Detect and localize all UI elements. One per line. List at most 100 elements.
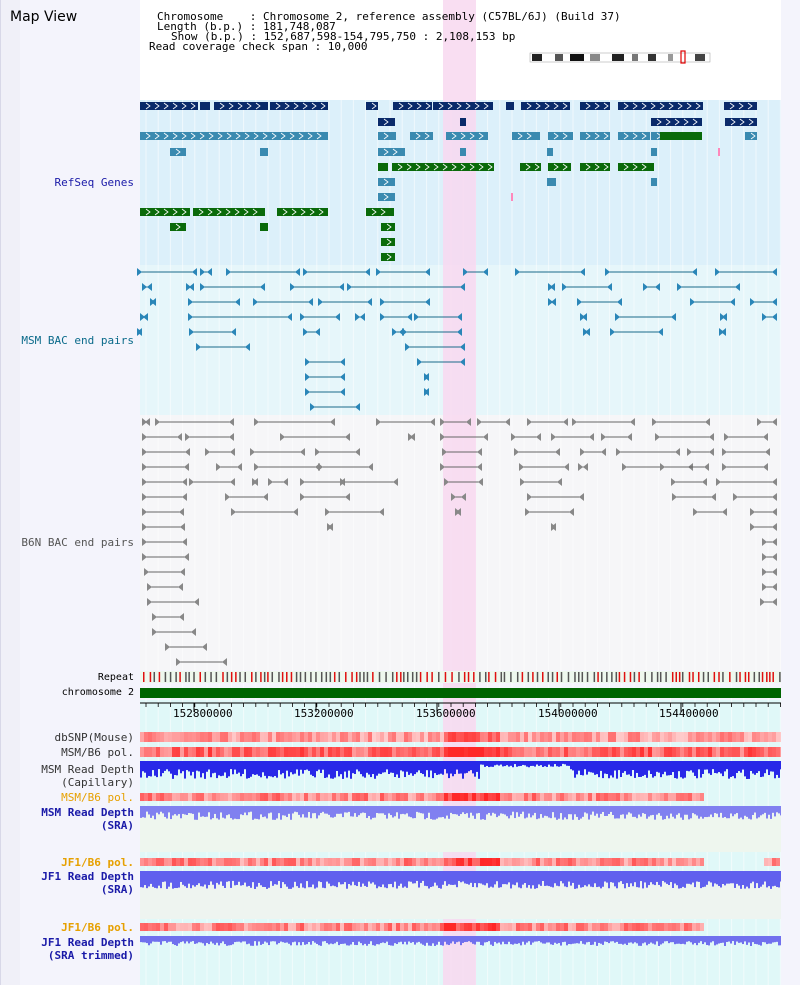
depth-bar — [452, 871, 454, 885]
track-label-jf1-depth-trim[interactable]: JF1 Read Depth — [41, 936, 134, 949]
vertical-scrollbar[interactable] — [0, 0, 20, 985]
depth-bar — [162, 761, 164, 774]
depth-bar — [372, 936, 374, 946]
depth-bar — [564, 806, 566, 818]
depth-bar — [606, 761, 608, 775]
bac-end-marker — [772, 313, 777, 321]
depth-bar — [282, 761, 284, 774]
heat-cell — [516, 747, 520, 757]
axis-tick-label: 154400000 — [659, 707, 719, 720]
depth-bar — [536, 761, 538, 765]
track-label-jf1-b6-pol-2[interactable]: JF1/B6 pol. — [61, 921, 134, 934]
heat-cell — [456, 858, 460, 866]
depth-bar — [564, 761, 566, 765]
track-label-msm-b6-pol-2[interactable]: MSM/B6 pol. — [61, 791, 134, 804]
track-label-msm-depth-cap[interactable]: MSM Read Depth — [41, 763, 134, 776]
depth-bar — [618, 871, 620, 883]
heat-cell — [560, 732, 564, 742]
depth-bar — [456, 761, 458, 770]
heat-cell — [600, 858, 604, 866]
heat-cell — [292, 732, 296, 742]
depth-bar — [452, 761, 454, 777]
depth-bar — [780, 806, 781, 816]
depth-bar — [410, 806, 412, 818]
depth-bar — [446, 761, 448, 774]
depth-bar — [532, 936, 534, 943]
depth-bar — [544, 761, 546, 767]
heat-cell — [696, 793, 700, 801]
depth-bar — [454, 806, 456, 815]
heat-cell — [452, 747, 456, 757]
genome-map-canvas[interactable] — [0, 0, 781, 985]
depth-bar — [392, 761, 394, 773]
track-label-msm-depth-sra[interactable]: MSM Read Depth — [41, 806, 134, 819]
track-label-msm-bac[interactable]: MSM BAC end pairs — [21, 334, 134, 347]
depth-bar — [244, 806, 246, 813]
depth-bar — [372, 871, 374, 883]
repeat-feature — [747, 672, 750, 682]
heat-cell — [248, 923, 252, 931]
bac-end-marker — [675, 448, 680, 456]
track-label-b6n-bac[interactable]: B6N BAC end pairs — [21, 536, 134, 549]
heat-cell — [388, 747, 392, 757]
depth-bar — [358, 871, 360, 882]
depth-bar — [462, 871, 464, 882]
repeat-feature — [766, 672, 768, 682]
repeat-feature — [702, 672, 705, 682]
depth-bar — [534, 936, 536, 942]
heat-cell — [408, 923, 412, 931]
depth-bar — [290, 806, 292, 820]
depth-bar — [626, 761, 628, 775]
heat-cell — [384, 747, 388, 757]
heat-cell — [480, 793, 484, 801]
heat-cell — [380, 858, 384, 866]
depth-bar — [612, 806, 614, 815]
heat-cell — [316, 747, 320, 757]
depth-bar — [552, 761, 554, 767]
depth-bar — [162, 871, 164, 882]
depth-bar — [568, 761, 570, 766]
track-label-msm-b6-pol-1[interactable]: MSM/B6 pol. — [61, 746, 134, 759]
depth-bar — [458, 806, 460, 816]
depth-bar — [732, 806, 734, 817]
heat-cell — [396, 858, 400, 866]
depth-bar — [504, 761, 506, 767]
bac-end-marker — [295, 268, 300, 276]
heat-cell — [264, 793, 268, 801]
track-label-jf1-depth-trim-sub: (SRA trimmed) — [47, 949, 134, 962]
repeat-feature — [611, 672, 613, 682]
track-label-jf1-depth-sra[interactable]: JF1 Read Depth — [41, 870, 134, 883]
bac-end-marker — [325, 508, 330, 516]
depth-bar — [248, 806, 250, 813]
heat-cell — [524, 923, 528, 931]
depth-bar — [616, 936, 618, 942]
depth-bar — [288, 871, 290, 889]
depth-bar — [234, 871, 236, 886]
depth-bar — [482, 871, 484, 885]
heat-cell — [508, 747, 512, 757]
depth-bar — [442, 806, 444, 817]
bac-end-marker — [601, 433, 606, 441]
track-label-jf1-b6-pol-1[interactable]: JF1/B6 pol. — [61, 856, 134, 869]
depth-bar — [198, 936, 200, 943]
track-label-refseq[interactable]: RefSeq Genes — [54, 176, 134, 189]
repeat-feature — [451, 672, 453, 682]
heat-cell — [328, 747, 332, 757]
depth-bar — [190, 936, 192, 942]
heat-cell — [456, 793, 460, 801]
heat-cell — [488, 858, 492, 866]
heat-cell — [324, 793, 328, 801]
depth-bar — [362, 871, 364, 884]
repeat-feature — [304, 672, 307, 682]
depth-bar — [588, 761, 590, 772]
bac-end-marker — [142, 493, 147, 501]
heat-cell — [600, 732, 604, 742]
depth-bar — [270, 761, 272, 777]
heat-cell — [772, 732, 776, 742]
depth-bar — [254, 761, 256, 775]
track-label-dbsnp[interactable]: dbSNP(Mouse) — [54, 731, 134, 744]
heat-cell — [240, 858, 244, 866]
depth-bar — [762, 936, 764, 943]
heat-cell — [344, 793, 348, 801]
depth-bar — [674, 806, 676, 819]
